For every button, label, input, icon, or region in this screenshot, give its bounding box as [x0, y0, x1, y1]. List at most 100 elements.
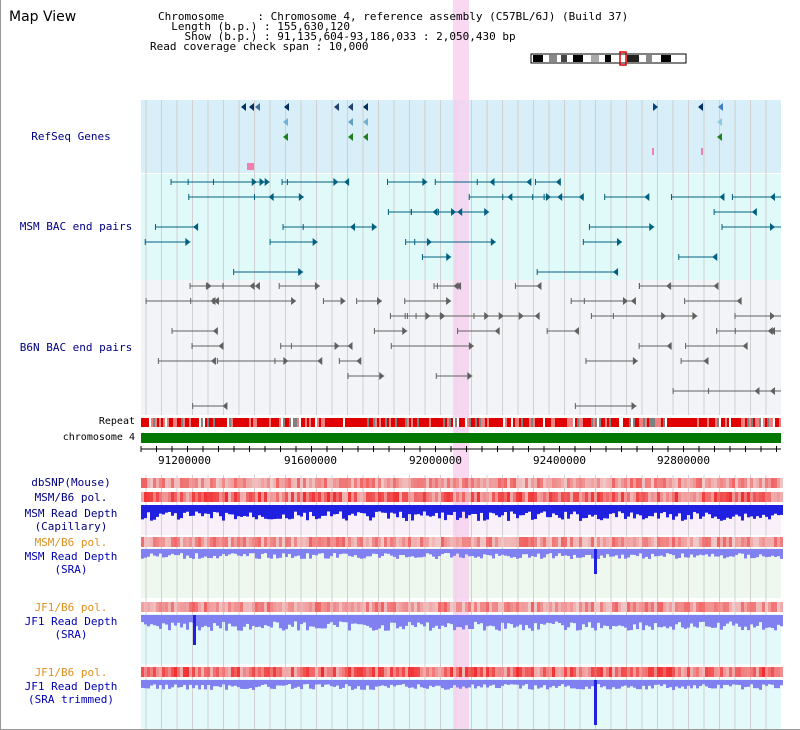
msm-depth-cap-bar [450, 505, 453, 516]
jf1-pol-strip [270, 602, 273, 612]
repeat-segment [425, 418, 427, 427]
msm-pol-strip [654, 492, 657, 502]
msm-pol-strip-2 [585, 537, 588, 547]
jf1-pol-strip [384, 602, 387, 612]
track-label-msm-depth-capillary[interactable]: MSM Read Depth [24, 507, 118, 520]
jf1-depth-trim-bar [417, 680, 420, 685]
repeat-segment [629, 418, 631, 427]
track-label-jf1-depth-sra[interactable]: JF1 Read Depth [24, 615, 118, 628]
dbsnp-strip [264, 478, 267, 488]
msm-depth-cap-bar [531, 505, 534, 520]
msm-depth-cap-bar [426, 505, 429, 516]
msm-pol-strip [684, 492, 687, 502]
msm-pol-strip [147, 492, 150, 502]
ideogram-band [605, 55, 611, 62]
ideogram-band [627, 55, 639, 62]
b6n-bac-pair-arrow [484, 312, 490, 320]
msm-pol-strip [369, 492, 372, 502]
msm-pol-strip [573, 492, 576, 502]
jf1-depth-trim-bar [399, 680, 402, 685]
track-label-jf1-b6-pol[interactable]: JF1/B6 pol. [34, 601, 108, 614]
msm-pol-strip [576, 492, 579, 502]
jf1-pol-strip [549, 602, 552, 612]
jf1-depth-sra-bar [249, 615, 252, 630]
msm-depth-cap-bar [621, 505, 624, 514]
dbsnp-strip [666, 478, 669, 488]
jf1-pol-strip-2 [171, 667, 174, 677]
jf1-pol-strip [741, 602, 744, 612]
track-label-msm-depth-sra[interactable]: MSM Read Depth [24, 550, 118, 563]
msm-pol-strip [636, 492, 639, 502]
jf1-pol-strip-2 [651, 667, 654, 677]
track-label-b6n-bac-end-pairs[interactable]: B6N BAC end pairs [19, 341, 133, 354]
track-label-msm-b6-pol-2[interactable]: MSM/B6 pol. [34, 536, 108, 549]
msm-depth-sra-bar [564, 549, 567, 556]
msm-pol-strip-2 [615, 537, 618, 547]
repeat-segment [475, 418, 477, 427]
repeat-segment [253, 418, 255, 427]
msm-pol-strip [669, 492, 672, 502]
msm-depth-cap-bar [759, 505, 762, 518]
jf1-depth-trim-bar [168, 680, 171, 689]
msm-pol-strip [270, 492, 273, 502]
repeat-segment [303, 418, 305, 427]
jf1-depth-sra-bar [543, 615, 546, 625]
track-label-msm-b6-pol[interactable]: MSM/B6 pol. [34, 491, 108, 504]
jf1-pol-strip-2 [435, 667, 438, 677]
msm-pol-strip [759, 492, 762, 502]
track-label-jf1-depth-trimmed[interactable]: JF1 Read Depth [24, 680, 118, 693]
msm-pol-strip-2 [174, 537, 177, 547]
track-label-chromosome[interactable]: chromosome 4 [62, 432, 135, 443]
dbsnp-strip [762, 478, 765, 488]
msm-depth-cap-bar [597, 505, 600, 520]
track-label-repeat[interactable]: Repeat [98, 416, 135, 427]
jf1-depth-trim-bar [615, 680, 618, 689]
jf1-pol-strip-2 [216, 667, 219, 677]
repeat-segment [187, 418, 189, 427]
jf1-pol-strip-2 [222, 667, 225, 677]
jf1-pol-strip [633, 602, 636, 612]
dbsnp-strip [633, 478, 636, 488]
msm-depth-cap-bar [678, 505, 681, 514]
jf1-pol-strip-2 [429, 667, 432, 677]
jf1-depth-sra-bar [309, 615, 312, 627]
jf1-depth-sra-bar [420, 615, 423, 625]
track-label-msm-bac-end-pairs[interactable]: MSM BAC end pairs [19, 220, 133, 233]
jf1-depth-sra-bar [762, 615, 765, 630]
msm-pol-strip [195, 492, 198, 502]
jf1-pol-strip [180, 602, 183, 612]
dbsnp-strip [621, 478, 624, 488]
msm-pol-strip [705, 492, 708, 502]
msm-depth-sra-bar [741, 549, 744, 554]
ideogram-band [561, 55, 567, 62]
jf1-pol-strip-2 [192, 667, 195, 677]
msm-depth-cap-bar [405, 505, 408, 521]
track-label-dbsnp[interactable]: dbSNP(Mouse) [31, 476, 111, 489]
dbsnp-strip [336, 478, 339, 488]
repeat-segment [375, 418, 377, 427]
repeat-segment [279, 418, 281, 427]
repeat-segment [505, 418, 507, 427]
track-label-refseq-genes[interactable]: RefSeq Genes [31, 130, 111, 143]
track-label-jf1-b6-pol-2[interactable]: JF1/B6 pol. [34, 666, 108, 679]
msm-pol-strip [246, 492, 249, 502]
dbsnp-strip [591, 478, 594, 488]
msm-pol-strip-2 [543, 537, 546, 547]
dbsnp-strip [162, 478, 165, 488]
dbsnp-strip [705, 478, 708, 488]
jf1-depth-trim-bar [270, 680, 273, 689]
msm-pol-strip-2 [240, 537, 243, 547]
repeat-segment [287, 418, 289, 427]
msm-pol-strip-2 [213, 537, 216, 547]
msm-pol-strip [690, 492, 693, 502]
jf1-pol-strip [723, 602, 726, 612]
dbsnp-strip [204, 478, 207, 488]
msm-pol-strip-2 [774, 537, 777, 547]
dbsnp-strip [360, 478, 363, 488]
msm-pol-strip [513, 492, 516, 502]
msm-depth-cap-bar [522, 505, 525, 516]
msm-depth-cap-bar [519, 505, 522, 516]
msm-bac-pair-arrow [446, 253, 452, 261]
dbsnp-strip [678, 478, 681, 488]
